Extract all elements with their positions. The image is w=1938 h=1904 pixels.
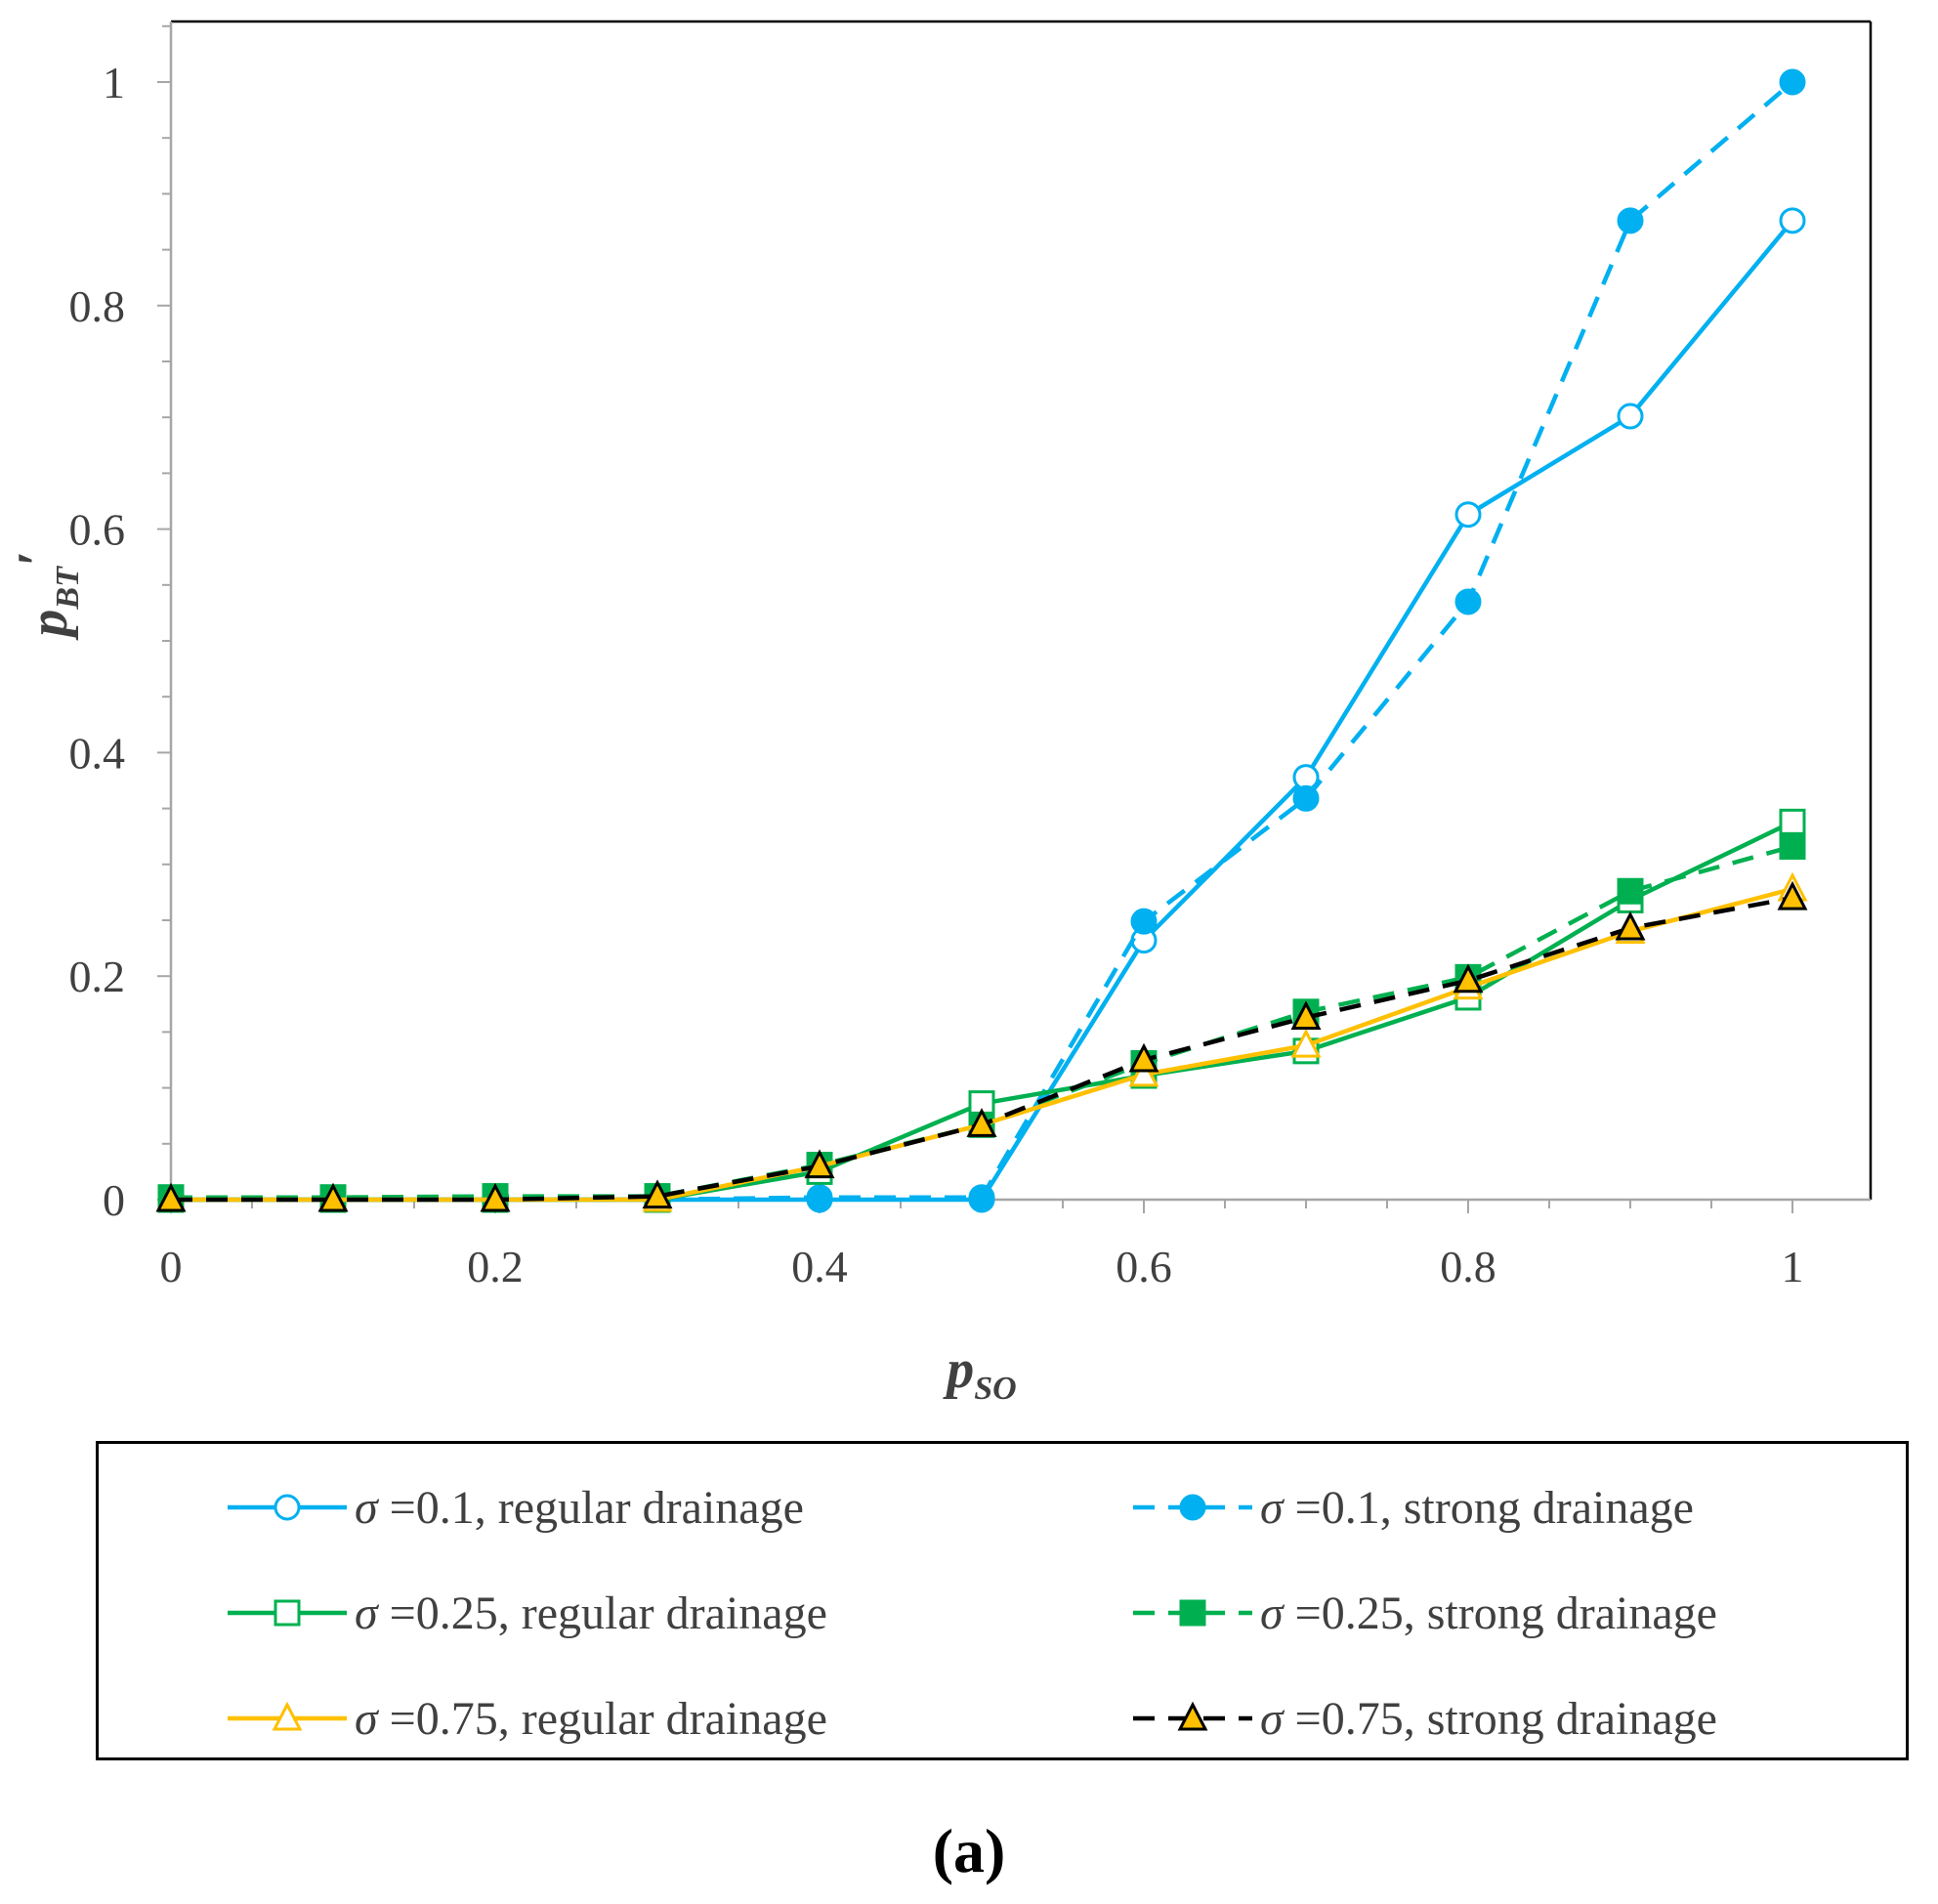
legend-swatch: [1133, 1599, 1252, 1627]
legend-text: =0.25, strong drainage: [1283, 1587, 1717, 1639]
data-point: [966, 1108, 997, 1137]
data-point: [968, 1184, 995, 1211]
legend-marker: [274, 1599, 301, 1627]
legend-item-1: σ =0.1, regular drainage: [224, 1468, 804, 1546]
legend-swatch: [228, 1599, 347, 1627]
tick-labels: 0 0.2 0.4 0.6 0.8 1 0 0.2 0.4 0.6 0.8 1: [69, 58, 1804, 1291]
series-line: [171, 80, 1794, 1203]
legend-text: =0.25, regular drainage: [377, 1587, 827, 1639]
x-axis-label: pSO: [943, 1339, 1016, 1407]
y-tick-label: 0: [103, 1175, 125, 1225]
series-5: [155, 871, 1808, 1212]
y-tick-label: 0.6: [69, 505, 126, 555]
data-point: [1130, 908, 1158, 935]
y-tick-label: 0.2: [69, 952, 126, 1001]
legend-item-5: σ =0.75, regular drainage: [224, 1679, 827, 1757]
data-point: [480, 1182, 511, 1212]
x-tick-label: 0.8: [1440, 1242, 1496, 1291]
legend-sigma: σ: [355, 1692, 378, 1745]
chart: 0 0.2 0.4 0.6 0.8 1 0 0.2 0.4 0.6 0.8 1 pSO pBT′: [7, 20, 1873, 1407]
x-tick-label: 1: [1782, 1242, 1804, 1291]
legend-text: =0.1, strong drainage: [1283, 1481, 1694, 1534]
data-point: [1617, 402, 1644, 430]
legend: σ =0.1, regular drainage σ =0.1, strong d…: [96, 1441, 1909, 1760]
data-point: [1779, 207, 1806, 234]
data-point: [1779, 808, 1806, 835]
legend-marker: [1179, 1599, 1206, 1627]
legend-sigma: σ: [355, 1481, 378, 1534]
legend-swatch: [228, 1494, 347, 1521]
y-axis-label: pBT′: [7, 551, 86, 640]
legend-item-6: σ =0.75, strong drainage: [1129, 1679, 1717, 1757]
legend-label: σ =0.1, strong drainage: [1260, 1481, 1694, 1535]
legend-sigma: σ: [1260, 1692, 1284, 1745]
data-point: [1290, 1000, 1322, 1031]
y-tick-label: 0.8: [69, 281, 126, 331]
data-point: [642, 1179, 673, 1209]
data-point: [1615, 910, 1646, 941]
series-line: [171, 895, 1793, 1203]
data-point: [806, 1184, 833, 1211]
legend-marker: [1177, 1701, 1208, 1731]
legend-swatch: [1133, 1494, 1252, 1521]
x-tick-label: 0.6: [1116, 1242, 1172, 1291]
data-point: [1617, 877, 1644, 905]
legend-text: =0.75, regular drainage: [377, 1692, 827, 1745]
data-point: [1617, 207, 1644, 234]
data-point: [1292, 784, 1320, 812]
data-point: [1779, 68, 1806, 96]
legend-marker: [1179, 1494, 1206, 1521]
x-tick-label: 0.4: [791, 1242, 848, 1291]
data-point: [1779, 832, 1806, 860]
legend-label: σ =0.1, regular drainage: [355, 1481, 804, 1535]
x-tick-label: 0.2: [467, 1242, 524, 1291]
y-tick-label: 1: [103, 58, 125, 107]
legend-text: =0.1, regular drainage: [377, 1481, 804, 1534]
panel-label: (a): [932, 1816, 1006, 1885]
series-1: [157, 207, 1806, 1213]
data-point: [1128, 1057, 1159, 1087]
legend-swatch: [1133, 1701, 1252, 1731]
y-tick-label: 0.4: [69, 728, 126, 778]
legend-marker: [272, 1701, 303, 1731]
series-layer: [155, 68, 1808, 1213]
series-2: [157, 68, 1806, 1213]
legend-text: =0.75, strong drainage: [1283, 1692, 1717, 1745]
series-3: [157, 808, 1806, 1213]
series-6: [155, 880, 1808, 1212]
legend-sigma: σ: [355, 1587, 378, 1639]
series-4: [157, 832, 1806, 1211]
legend-sigma: σ: [1260, 1587, 1284, 1639]
series-line: [171, 219, 1794, 1203]
data-point: [1128, 1042, 1159, 1073]
legend-marker: [274, 1494, 301, 1521]
data-point: [155, 1182, 187, 1212]
axes-frame: [157, 20, 1873, 1213]
legend-sigma: σ: [1260, 1481, 1284, 1534]
data-point: [1453, 963, 1484, 994]
legend-label: σ =0.25, regular drainage: [355, 1587, 827, 1640]
series-line: [171, 820, 1793, 1203]
legend-item-4: σ =0.25, strong drainage: [1129, 1574, 1717, 1652]
legend-label: σ =0.75, regular drainage: [355, 1692, 827, 1746]
data-point: [1454, 588, 1482, 615]
legend-swatch: [228, 1701, 347, 1731]
data-point: [1290, 1028, 1322, 1058]
data-point: [317, 1182, 349, 1212]
legend-item-2: σ =0.1, strong drainage: [1129, 1468, 1694, 1546]
data-point: [1454, 501, 1482, 529]
series-line: [171, 844, 1793, 1200]
data-point: [1777, 880, 1808, 910]
x-tick-label: 0: [160, 1242, 183, 1291]
legend-label: σ =0.25, strong drainage: [1260, 1587, 1717, 1640]
data-point: [804, 1149, 835, 1179]
legend-label: σ =0.75, strong drainage: [1260, 1692, 1717, 1746]
legend-item-3: σ =0.25, regular drainage: [224, 1574, 827, 1652]
